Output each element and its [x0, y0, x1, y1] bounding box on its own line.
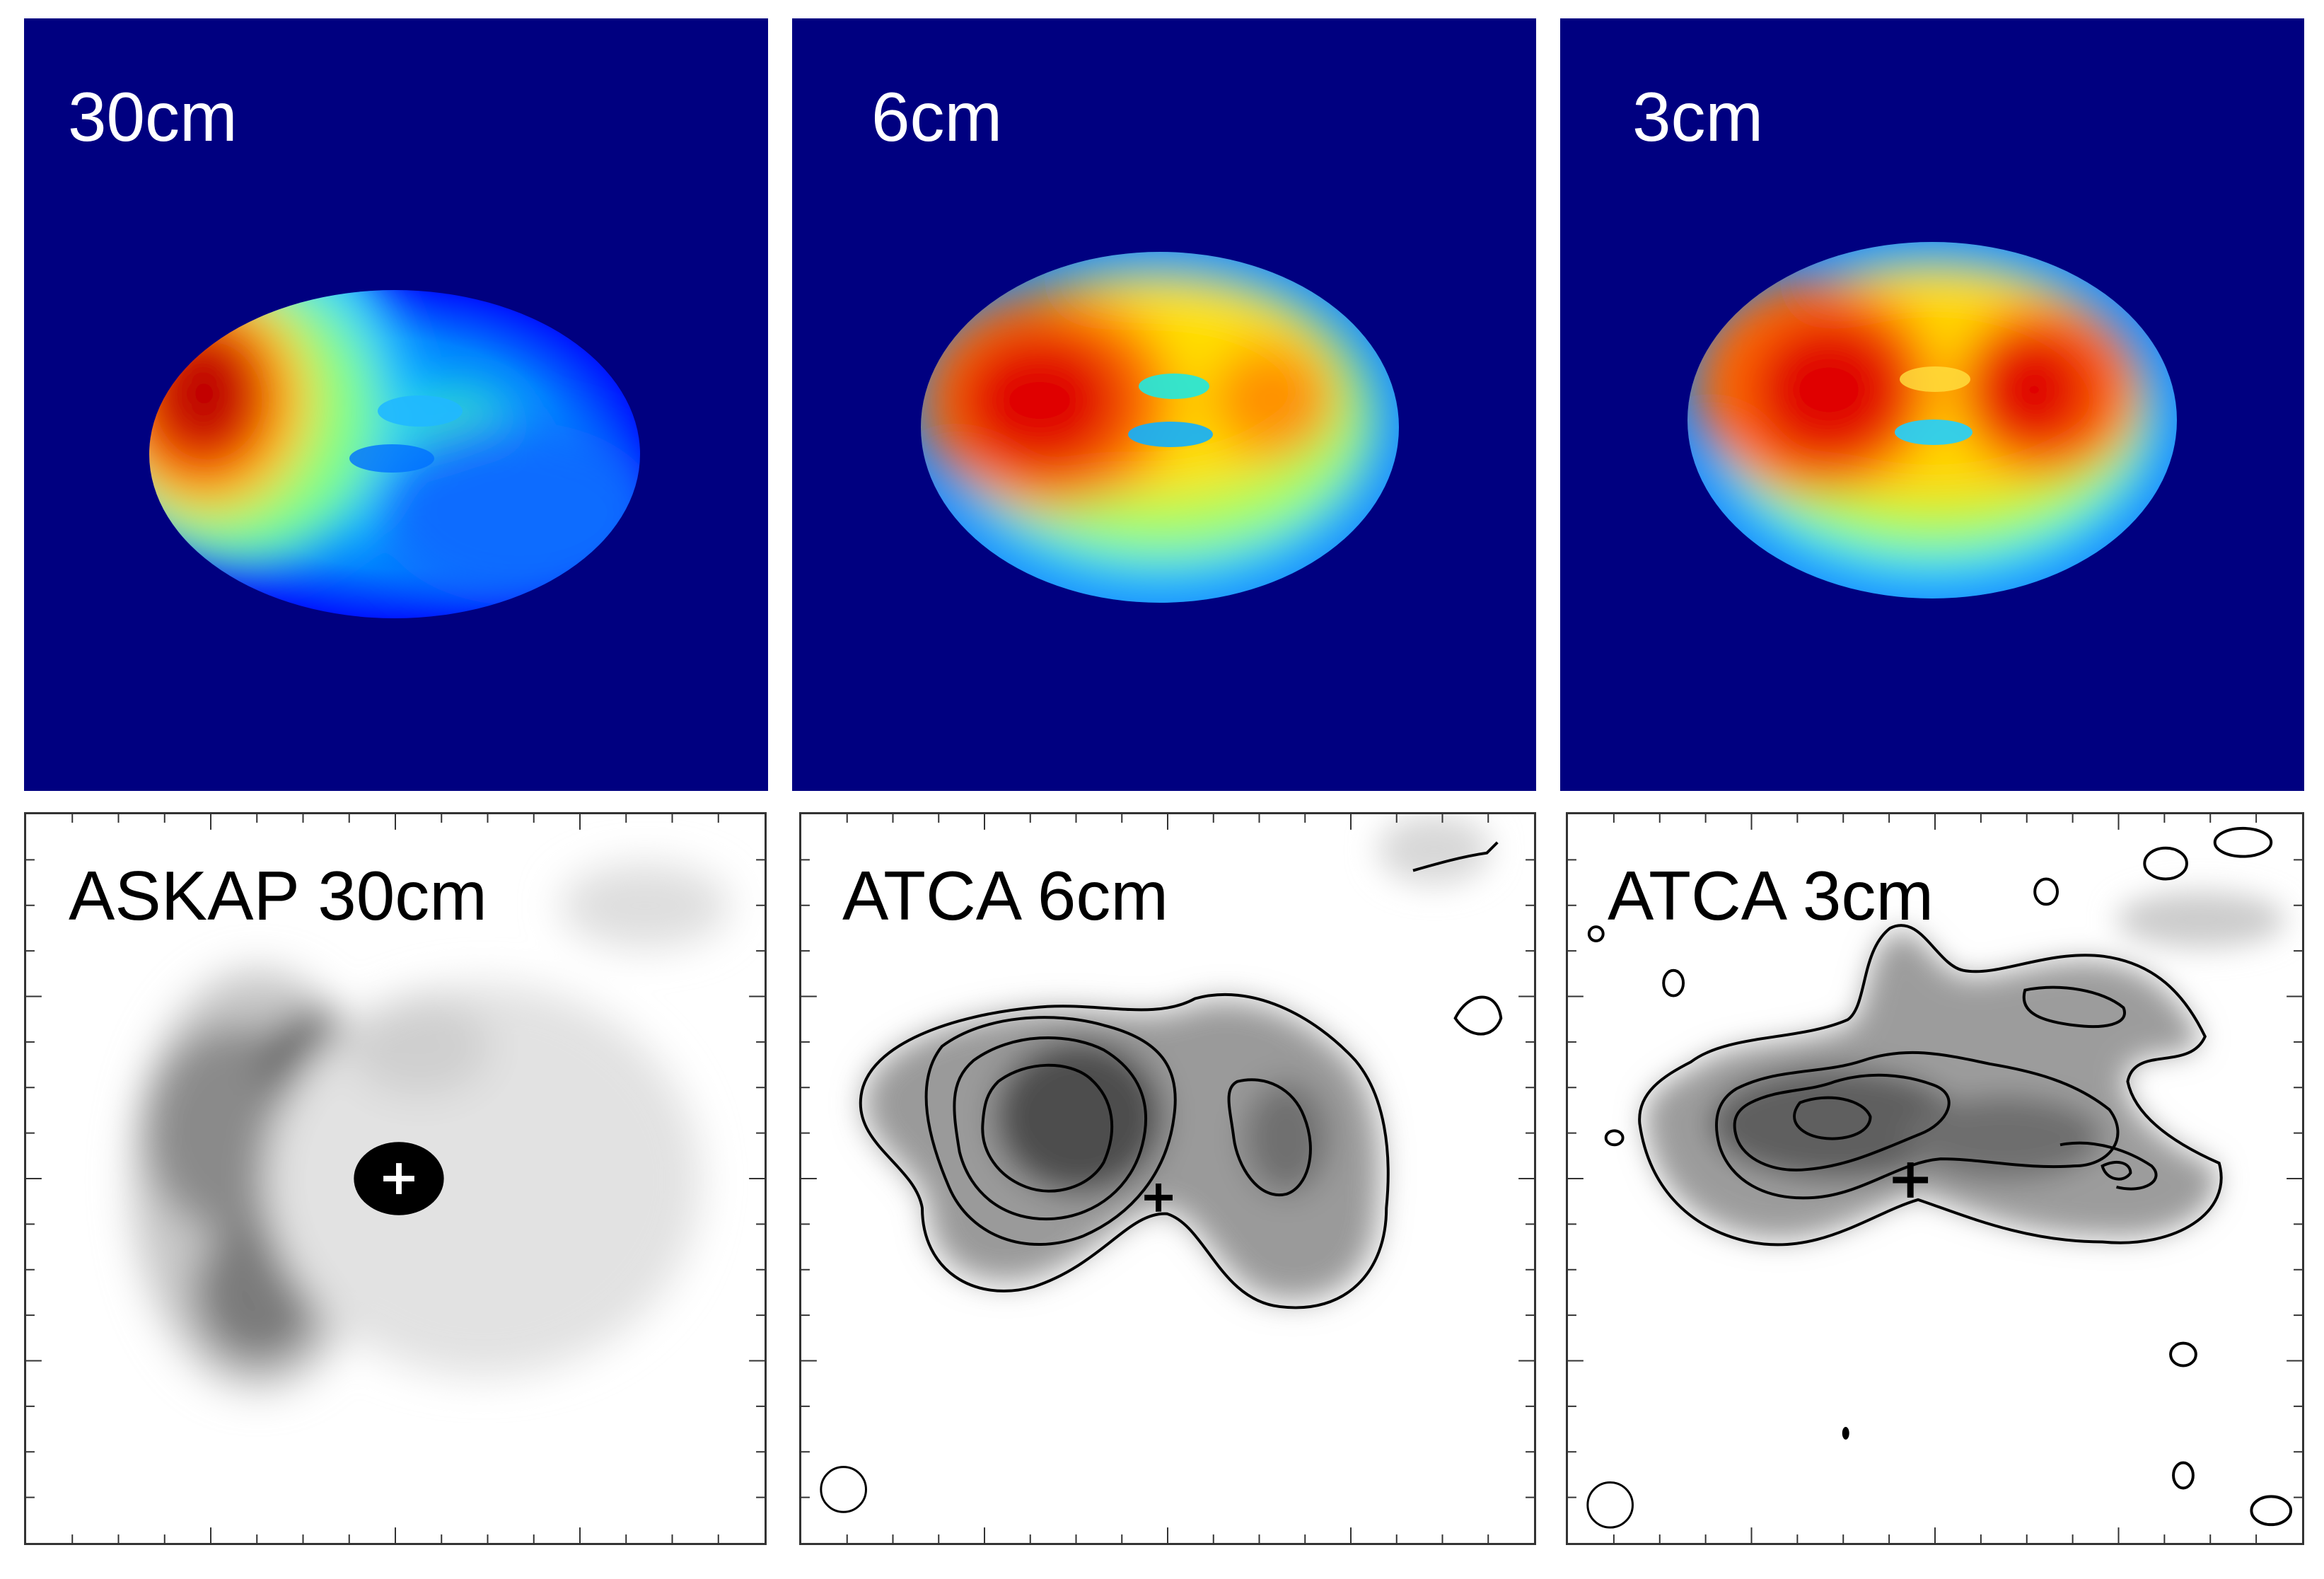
axis-ticks — [26, 814, 765, 1543]
obs-image-atca-6cm — [801, 814, 1534, 1543]
panel-label-3cm: 3cm — [1632, 78, 1764, 156]
contour-lines — [859, 841, 1503, 1309]
obs-panel-atca-6cm: ATCA 6cm — [799, 812, 1536, 1545]
panel-label-atca-6cm: ATCA 6cm — [842, 857, 1169, 935]
source-marker-cross — [383, 1163, 414, 1194]
beam-ellipse — [1586, 1481, 1634, 1529]
beam-ellipse — [820, 1466, 867, 1513]
panel-label-30cm: 30cm — [68, 78, 238, 156]
axis-ticks — [801, 814, 1534, 1543]
obs-panel-atca-3cm: ATCA 3cm — [1566, 812, 2304, 1545]
obs-image-askap-30cm — [26, 814, 765, 1543]
panel-label-atca-3cm: ATCA 3cm — [1608, 857, 1934, 935]
sim-panel-3cm: 3cm — [1560, 18, 2304, 791]
sim-panel-6cm: 6cm — [792, 18, 1536, 791]
panel-label-6cm: 6cm — [871, 78, 1003, 156]
contour-lines — [1587, 826, 2293, 1527]
sim-panel-30cm: 30cm — [24, 18, 768, 791]
sim-image-30cm — [149, 290, 640, 618]
obs-panel-askap-30cm: ASKAP 30cm — [24, 812, 767, 1545]
source-marker-cross — [1144, 1183, 1173, 1212]
panel-label-askap-30cm: ASKAP 30cm — [69, 857, 487, 935]
sim-image-6cm — [921, 252, 1399, 603]
axis-ticks — [1568, 814, 2302, 1543]
sim-image-3cm — [1687, 242, 2177, 598]
source-marker-cross — [1893, 1162, 1929, 1198]
obs-image-atca-3cm — [1568, 814, 2302, 1543]
